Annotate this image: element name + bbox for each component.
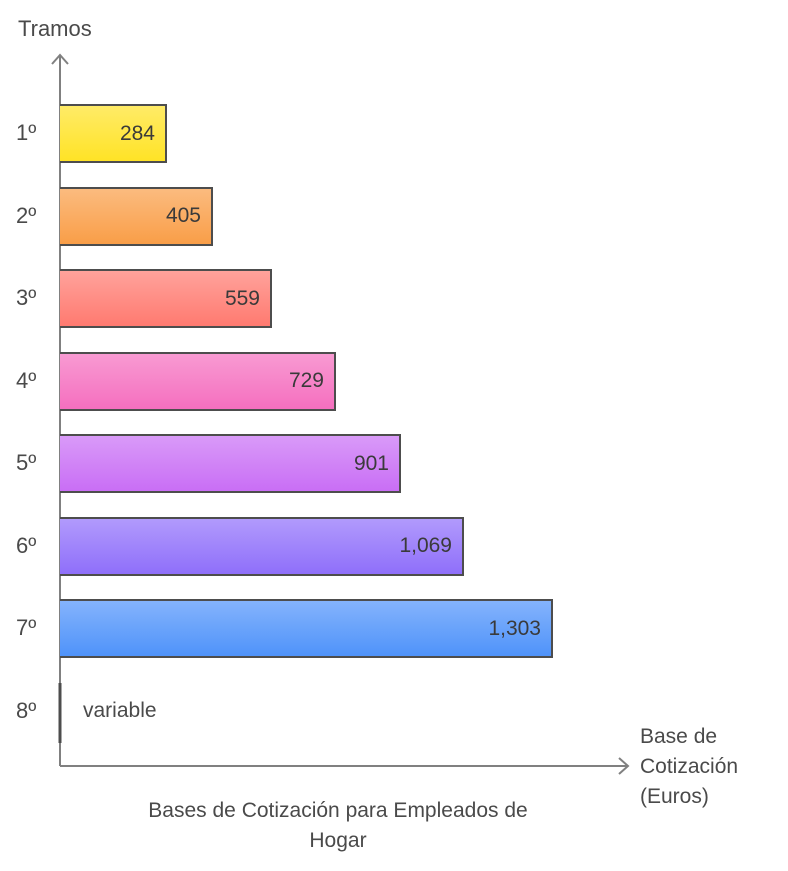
caption-line-2: Hogar — [309, 829, 367, 852]
bar-value-label: 901 — [353, 451, 389, 475]
caption-line-1: Bases de Cotización para Empleados de — [148, 799, 528, 822]
category-label-3: 3º — [16, 285, 37, 310]
bar-1: 284 — [60, 104, 167, 163]
bar-value-label: 559 — [224, 286, 260, 310]
bar-3: 559 — [60, 269, 272, 328]
bar-value-label: 1,303 — [488, 616, 541, 640]
x-axis-title: Base de Cotización (Euros) — [640, 722, 738, 812]
bar-5: 901 — [60, 434, 401, 493]
bar-value-label: 1,069 — [399, 534, 452, 557]
x-axis-arrow-icon — [618, 757, 630, 775]
y-axis-arrow-icon — [51, 53, 69, 65]
bar-value-label: 405 — [165, 204, 201, 227]
category-label-2: 2º — [16, 202, 37, 228]
x-axis-title-line-2: Cotización — [640, 755, 739, 778]
x-axis-title-line-1: Base de — [640, 725, 718, 748]
category-label-5: 5º — [16, 450, 37, 475]
category-label-8: 8º — [16, 697, 37, 723]
category-label-7: 7º — [16, 615, 37, 640]
x-axis-title-line-3: (Euros) — [640, 785, 709, 808]
bar-value-label: 729 — [288, 369, 324, 392]
category-label-4: 4º — [16, 367, 37, 393]
bar-4: 729 — [60, 351, 336, 411]
category-label-6: 6º — [16, 532, 37, 558]
bar-7: 1,303 — [60, 599, 553, 658]
bar-value-label: 284 — [119, 121, 155, 145]
bar-6: 1,069 — [60, 516, 464, 576]
y-axis-title: Tramos — [18, 16, 92, 41]
bar-2: 405 — [60, 186, 213, 246]
chart-caption: Bases de Cotización para Empleados de Ho… — [100, 796, 576, 856]
category-label-1: 1º — [16, 120, 37, 145]
bar-value-label-variable: variable — [83, 698, 157, 722]
